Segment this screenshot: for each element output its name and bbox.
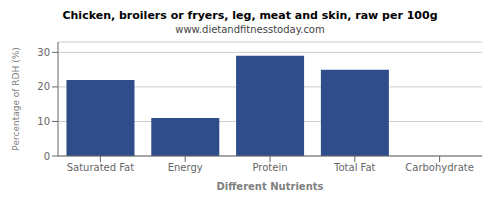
svg-text:Percentage of RDH (%): Percentage of RDH (%) bbox=[11, 47, 21, 150]
svg-text:30: 30 bbox=[37, 47, 50, 58]
html-text:Chicken, broilers or fryers, l: Chicken, broilers or fryers, leg, meat a… bbox=[62, 9, 438, 22]
svg-text:Carbohydrate: Carbohydrate bbox=[405, 162, 474, 173]
html-text:www.dietandfitnesstoday.com: www.dietandfitnesstoday.com bbox=[175, 24, 325, 35]
svg-text:0: 0 bbox=[44, 151, 50, 162]
svg-text:10: 10 bbox=[37, 116, 50, 127]
svg-text:20: 20 bbox=[37, 81, 50, 92]
svg-text:Total Fat: Total Fat bbox=[333, 162, 375, 173]
svg-text:Saturated Fat: Saturated Fat bbox=[67, 162, 135, 173]
svg-text:Protein: Protein bbox=[252, 162, 287, 173]
svg-text:Energy: Energy bbox=[168, 162, 203, 173]
svg-text:Different Nutrients: Different Nutrients bbox=[217, 181, 324, 192]
